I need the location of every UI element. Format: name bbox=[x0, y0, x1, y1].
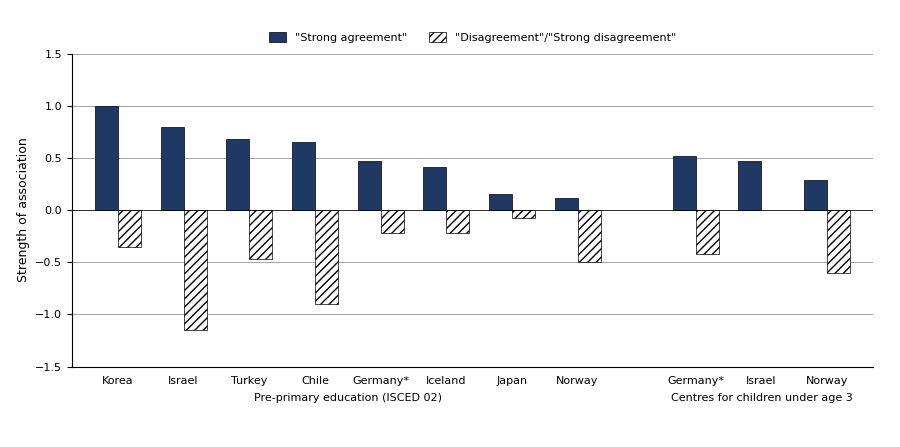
Bar bbox=[95, 106, 118, 210]
Bar bbox=[249, 210, 272, 259]
Bar bbox=[446, 210, 469, 233]
Y-axis label: Strength of association: Strength of association bbox=[17, 138, 30, 283]
Bar bbox=[489, 194, 512, 210]
Bar bbox=[292, 142, 315, 210]
Text: Centres for children under age 3: Centres for children under age 3 bbox=[670, 392, 852, 403]
Bar bbox=[512, 210, 535, 219]
Bar bbox=[381, 210, 403, 233]
Legend: "Strong agreement", "Disagreement"/"Strong disagreement": "Strong agreement", "Disagreement"/"Stro… bbox=[265, 28, 680, 47]
Bar bbox=[554, 198, 578, 210]
Bar bbox=[357, 161, 381, 210]
Bar bbox=[673, 156, 696, 210]
Bar bbox=[118, 210, 141, 247]
Bar bbox=[804, 180, 827, 210]
Bar bbox=[827, 210, 850, 273]
Bar bbox=[738, 161, 761, 210]
Text: Pre-primary education (ISCED 02): Pre-primary education (ISCED 02) bbox=[254, 392, 442, 403]
Bar bbox=[226, 139, 249, 210]
Bar bbox=[423, 167, 446, 210]
Bar bbox=[696, 210, 719, 254]
Bar bbox=[315, 210, 338, 304]
Bar bbox=[578, 210, 600, 262]
Bar bbox=[184, 210, 207, 330]
Bar bbox=[160, 127, 184, 210]
